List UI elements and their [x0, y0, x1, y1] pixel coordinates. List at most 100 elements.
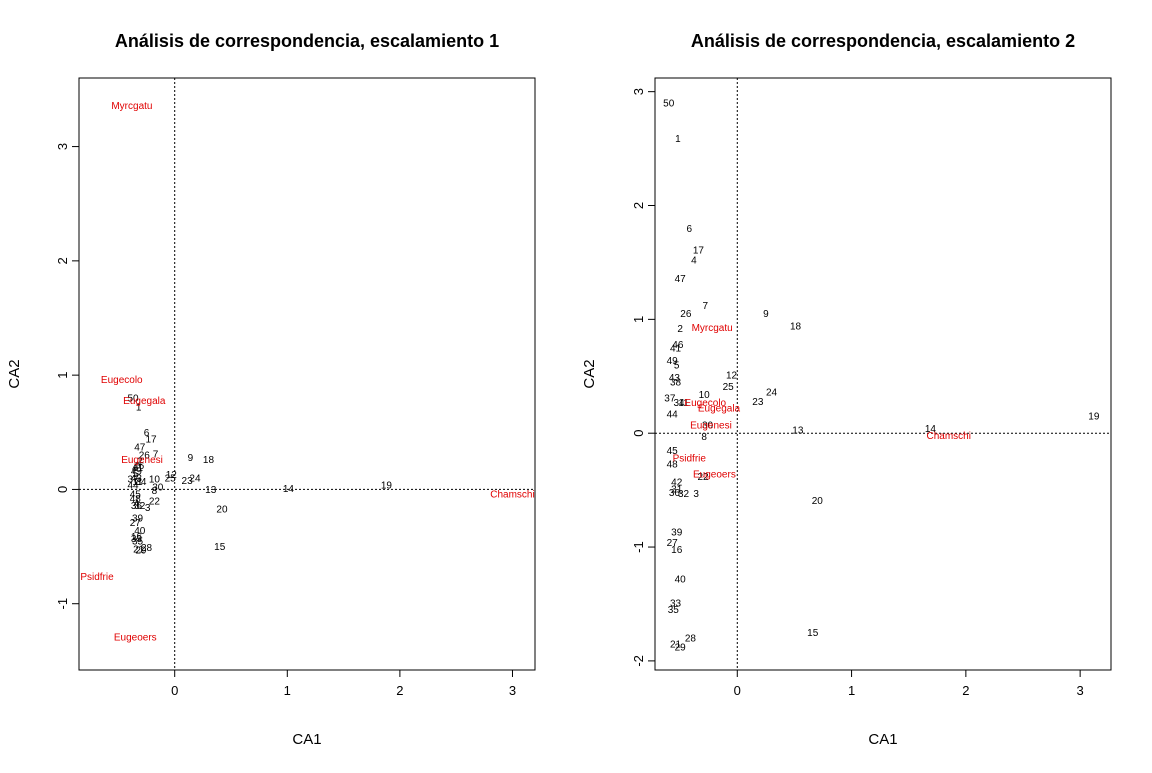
site-label: 25	[723, 382, 735, 393]
x-tick-label: 0	[734, 683, 741, 698]
site-label: 18	[790, 322, 802, 333]
site-label: 13	[205, 485, 217, 496]
x-tick-label: 3	[1077, 683, 1084, 698]
site-label: 45	[130, 490, 142, 501]
site-label: 35	[132, 536, 144, 547]
panel-scaling-2: Análisis de correspondencia, escalamient…	[581, 31, 1112, 748]
x-axis-label: CA1	[868, 731, 897, 748]
panel-scaling-1: Análisis de correspondencia, escalamient…	[6, 31, 536, 748]
site-label: 48	[667, 459, 679, 470]
species-label: Chamschi	[490, 490, 534, 501]
site-label: 41	[132, 463, 144, 474]
y-tick-label: 0	[55, 486, 70, 493]
site-label: 16	[671, 545, 683, 556]
site-label: 8	[701, 432, 707, 443]
site-label: 15	[214, 542, 226, 553]
site-label: 33	[131, 534, 143, 545]
site-label: 36	[131, 501, 143, 512]
y-tick-label: 2	[55, 257, 70, 264]
site-label: 16	[131, 532, 143, 543]
site-label: 17	[693, 245, 705, 256]
site-label: 10	[149, 475, 161, 486]
site-label: 11	[678, 398, 689, 409]
site-label: 48	[130, 494, 142, 505]
plot-frame	[654, 77, 1112, 671]
site-label: 7	[703, 301, 709, 312]
x-tick-label: 0	[171, 683, 178, 698]
site-label: 6	[687, 224, 693, 235]
site-label: 47	[675, 274, 687, 285]
site-label: 34	[135, 477, 147, 488]
y-tick-label: -2	[631, 655, 646, 667]
site-label: 27	[667, 538, 679, 549]
site-label: 24	[189, 474, 201, 485]
species-label: Eugeoers	[114, 632, 157, 643]
site-label: 8	[152, 486, 158, 497]
site-label: 46	[672, 340, 684, 351]
y-tick-label: 0	[631, 430, 646, 437]
site-label: 45	[667, 446, 679, 457]
site-label: 2	[137, 456, 143, 467]
site-label: 30	[702, 421, 714, 432]
species-label: Eugenesi	[690, 421, 732, 432]
site-label: 41	[670, 343, 682, 354]
y-tick-label: 3	[55, 143, 70, 150]
site-label: 40	[675, 574, 687, 585]
site-label: 42	[671, 478, 683, 489]
y-axis-label: CA2	[6, 359, 23, 388]
site-label: 35	[668, 605, 680, 616]
site-label: 26	[680, 309, 692, 320]
site-label: 24	[766, 388, 778, 399]
site-label: 44	[667, 409, 679, 420]
site-label: 12	[726, 371, 738, 382]
species-label: Eugecolo	[101, 375, 143, 386]
site-label: 19	[381, 480, 393, 491]
site-label: 21	[133, 544, 145, 555]
site-label: 3	[693, 489, 699, 500]
species-label: Myrcgatu	[111, 101, 152, 112]
site-label: 43	[669, 373, 681, 384]
site-label: 36	[669, 488, 681, 499]
site-label: 38	[670, 377, 682, 388]
site-label: 29	[675, 643, 687, 654]
x-tick-label: 1	[848, 683, 855, 698]
site-label: 29	[135, 546, 147, 557]
site-label: 31	[671, 484, 683, 495]
species-label: Psidfrie	[80, 572, 114, 583]
species-label: Eugecolo	[684, 398, 726, 409]
site-label: 39	[671, 528, 683, 539]
site-label: 47	[134, 443, 146, 454]
site-label: 4	[134, 499, 140, 510]
site-label: 44	[127, 480, 139, 491]
site-label: 3	[145, 503, 151, 514]
site-label: 30	[152, 483, 164, 494]
y-tick-label: 2	[631, 202, 646, 209]
y-tick-label: -1	[55, 598, 70, 610]
site-label: 1	[675, 134, 681, 145]
site-label: 50	[127, 394, 139, 405]
site-label: 40	[134, 526, 146, 537]
x-axis-label: CA1	[292, 731, 321, 748]
site-label: 1	[136, 403, 142, 414]
site-label: 7	[153, 450, 159, 461]
site-label: 20	[216, 504, 228, 515]
site-label: 32	[134, 501, 146, 512]
site-label: 10	[699, 390, 711, 401]
site-label: 2	[677, 324, 683, 335]
site-label: 23	[182, 476, 194, 487]
x-tick-label: 2	[962, 683, 969, 698]
y-axis-label: CA2	[581, 359, 598, 388]
x-tick-label: 3	[509, 683, 516, 698]
site-label: 22	[697, 472, 709, 483]
site-label: 39	[132, 514, 144, 525]
site-label: 34	[673, 398, 685, 409]
site-label: 12	[166, 470, 178, 481]
site-label: 21	[670, 639, 682, 650]
x-tick-label: 1	[284, 683, 291, 698]
species-label: Eugenesi	[121, 455, 163, 466]
plot-frame	[78, 77, 536, 671]
y-tick-label: 3	[631, 88, 646, 95]
site-label: 28	[141, 543, 153, 554]
site-label: 6	[144, 428, 150, 439]
